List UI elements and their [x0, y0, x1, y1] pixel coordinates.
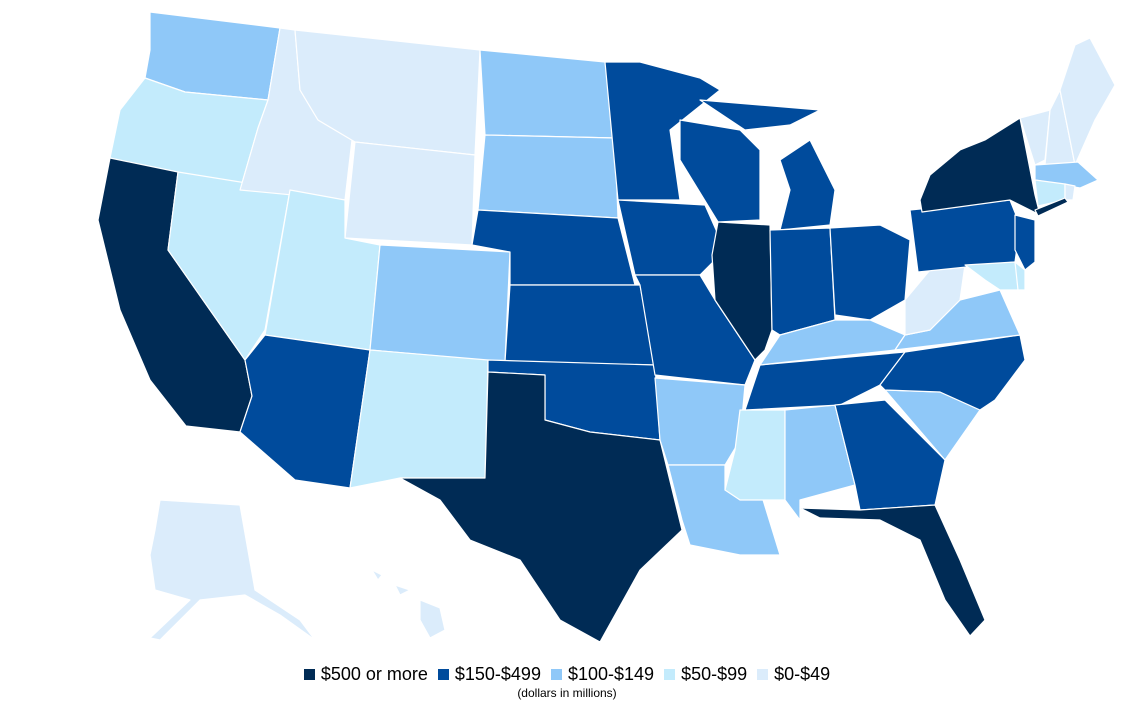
state-IA: [617, 199, 726, 276]
legend-swatch: [757, 669, 769, 680]
state-AR: [654, 377, 746, 466]
state-ND: [479, 49, 616, 139]
state-CO: [369, 244, 511, 363]
legend-label: $0-$49: [774, 664, 831, 684]
legend-label: $100-$149: [567, 664, 655, 684]
state-WY: [344, 141, 476, 246]
state-OH: [829, 224, 911, 321]
legend-item-150-499: $150-$499: [437, 664, 541, 685]
legend-swatch: [303, 669, 315, 680]
state-HI: [371, 569, 446, 639]
state-NY-long-island: [1034, 197, 1069, 217]
legend-swatch: [664, 669, 676, 680]
state-FL: [799, 504, 986, 637]
state-TN: [744, 351, 906, 411]
state-NY: [919, 117, 1041, 216]
state-TX: [399, 371, 683, 643]
legend-item-500-or-more: $500 or more: [303, 664, 428, 685]
state-AZ: [239, 334, 371, 489]
us-choropleth-map: [97, 11, 1116, 643]
state-DE: [1014, 261, 1026, 291]
legend-item-0-49: $0-$49: [757, 664, 830, 685]
legend: $500 or more $150-$499 $100-$149 $50-$99…: [0, 664, 1134, 700]
state-IN: [769, 227, 836, 336]
state-RI: [1064, 183, 1076, 201]
state-MD: [964, 261, 1021, 291]
legend-label: $50-$99: [681, 664, 748, 684]
legend-item-100-149: $100-$149: [550, 664, 655, 685]
state-NC: [879, 334, 1026, 411]
state-NM: [349, 349, 489, 489]
state-LA: [667, 464, 781, 556]
state-SD: [477, 134, 619, 219]
state-MI: [699, 99, 836, 231]
state-KS: [504, 284, 656, 366]
legend-label: $150-$499: [454, 664, 541, 684]
legend-label: $500 or more: [320, 664, 428, 684]
legend-swatch: [550, 669, 562, 680]
legend-unit-note: (dollars in millions): [517, 686, 617, 700]
state-MO: [634, 274, 756, 386]
legend-item-50-99: $50-$99: [664, 664, 747, 685]
state-NJ: [1014, 214, 1036, 271]
state-AK: [149, 499, 316, 641]
legend-swatch: [437, 669, 449, 680]
state-WI: [679, 119, 761, 223]
